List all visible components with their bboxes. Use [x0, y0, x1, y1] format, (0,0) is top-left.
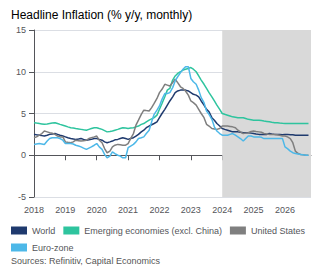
svg-text:Euro-zone: Euro-zone — [32, 243, 74, 253]
svg-text:Sources: Refinitiv, Capital Ec: Sources: Refinitiv, Capital Economics — [11, 256, 160, 266]
svg-text:2023: 2023 — [181, 205, 201, 215]
svg-text:5: 5 — [21, 109, 26, 119]
svg-text:United States: United States — [251, 226, 306, 236]
svg-text:Headline Inflation (% y/y, mon: Headline Inflation (% y/y, monthly) — [11, 8, 192, 22]
svg-text:-5: -5 — [18, 192, 26, 202]
svg-text:2022: 2022 — [149, 205, 169, 215]
svg-text:15: 15 — [16, 25, 26, 35]
svg-text:10: 10 — [16, 67, 26, 77]
svg-text:Emerging economies (excl. Chin: Emerging economies (excl. China) — [84, 226, 222, 236]
svg-text:2024: 2024 — [212, 205, 232, 215]
svg-text:2019: 2019 — [55, 205, 75, 215]
svg-text:2026: 2026 — [275, 205, 295, 215]
svg-text:2025: 2025 — [244, 205, 264, 215]
svg-text:2018: 2018 — [24, 205, 44, 215]
svg-text:2021: 2021 — [118, 205, 138, 215]
svg-text:2020: 2020 — [87, 205, 107, 215]
svg-text:World: World — [32, 226, 55, 236]
svg-text:0: 0 — [21, 150, 26, 160]
